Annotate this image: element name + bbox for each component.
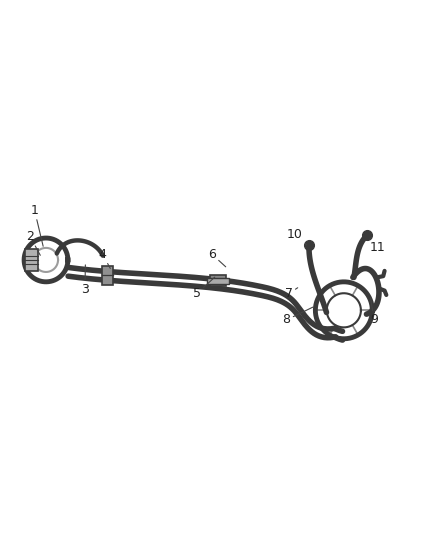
Text: 9: 9 <box>370 298 378 326</box>
Text: 5: 5 <box>193 277 215 300</box>
Bar <box>25 249 38 271</box>
Bar <box>207 278 229 284</box>
Bar <box>210 275 226 286</box>
Text: 6: 6 <box>208 248 226 267</box>
Text: 3: 3 <box>81 265 89 296</box>
Text: 8: 8 <box>283 307 313 326</box>
Text: 10: 10 <box>287 228 307 245</box>
Text: 1: 1 <box>31 204 43 246</box>
Text: 11: 11 <box>370 238 386 254</box>
Text: 4: 4 <box>99 248 110 269</box>
Bar <box>102 265 113 285</box>
Text: 7: 7 <box>285 287 298 300</box>
Text: 2: 2 <box>26 230 40 255</box>
